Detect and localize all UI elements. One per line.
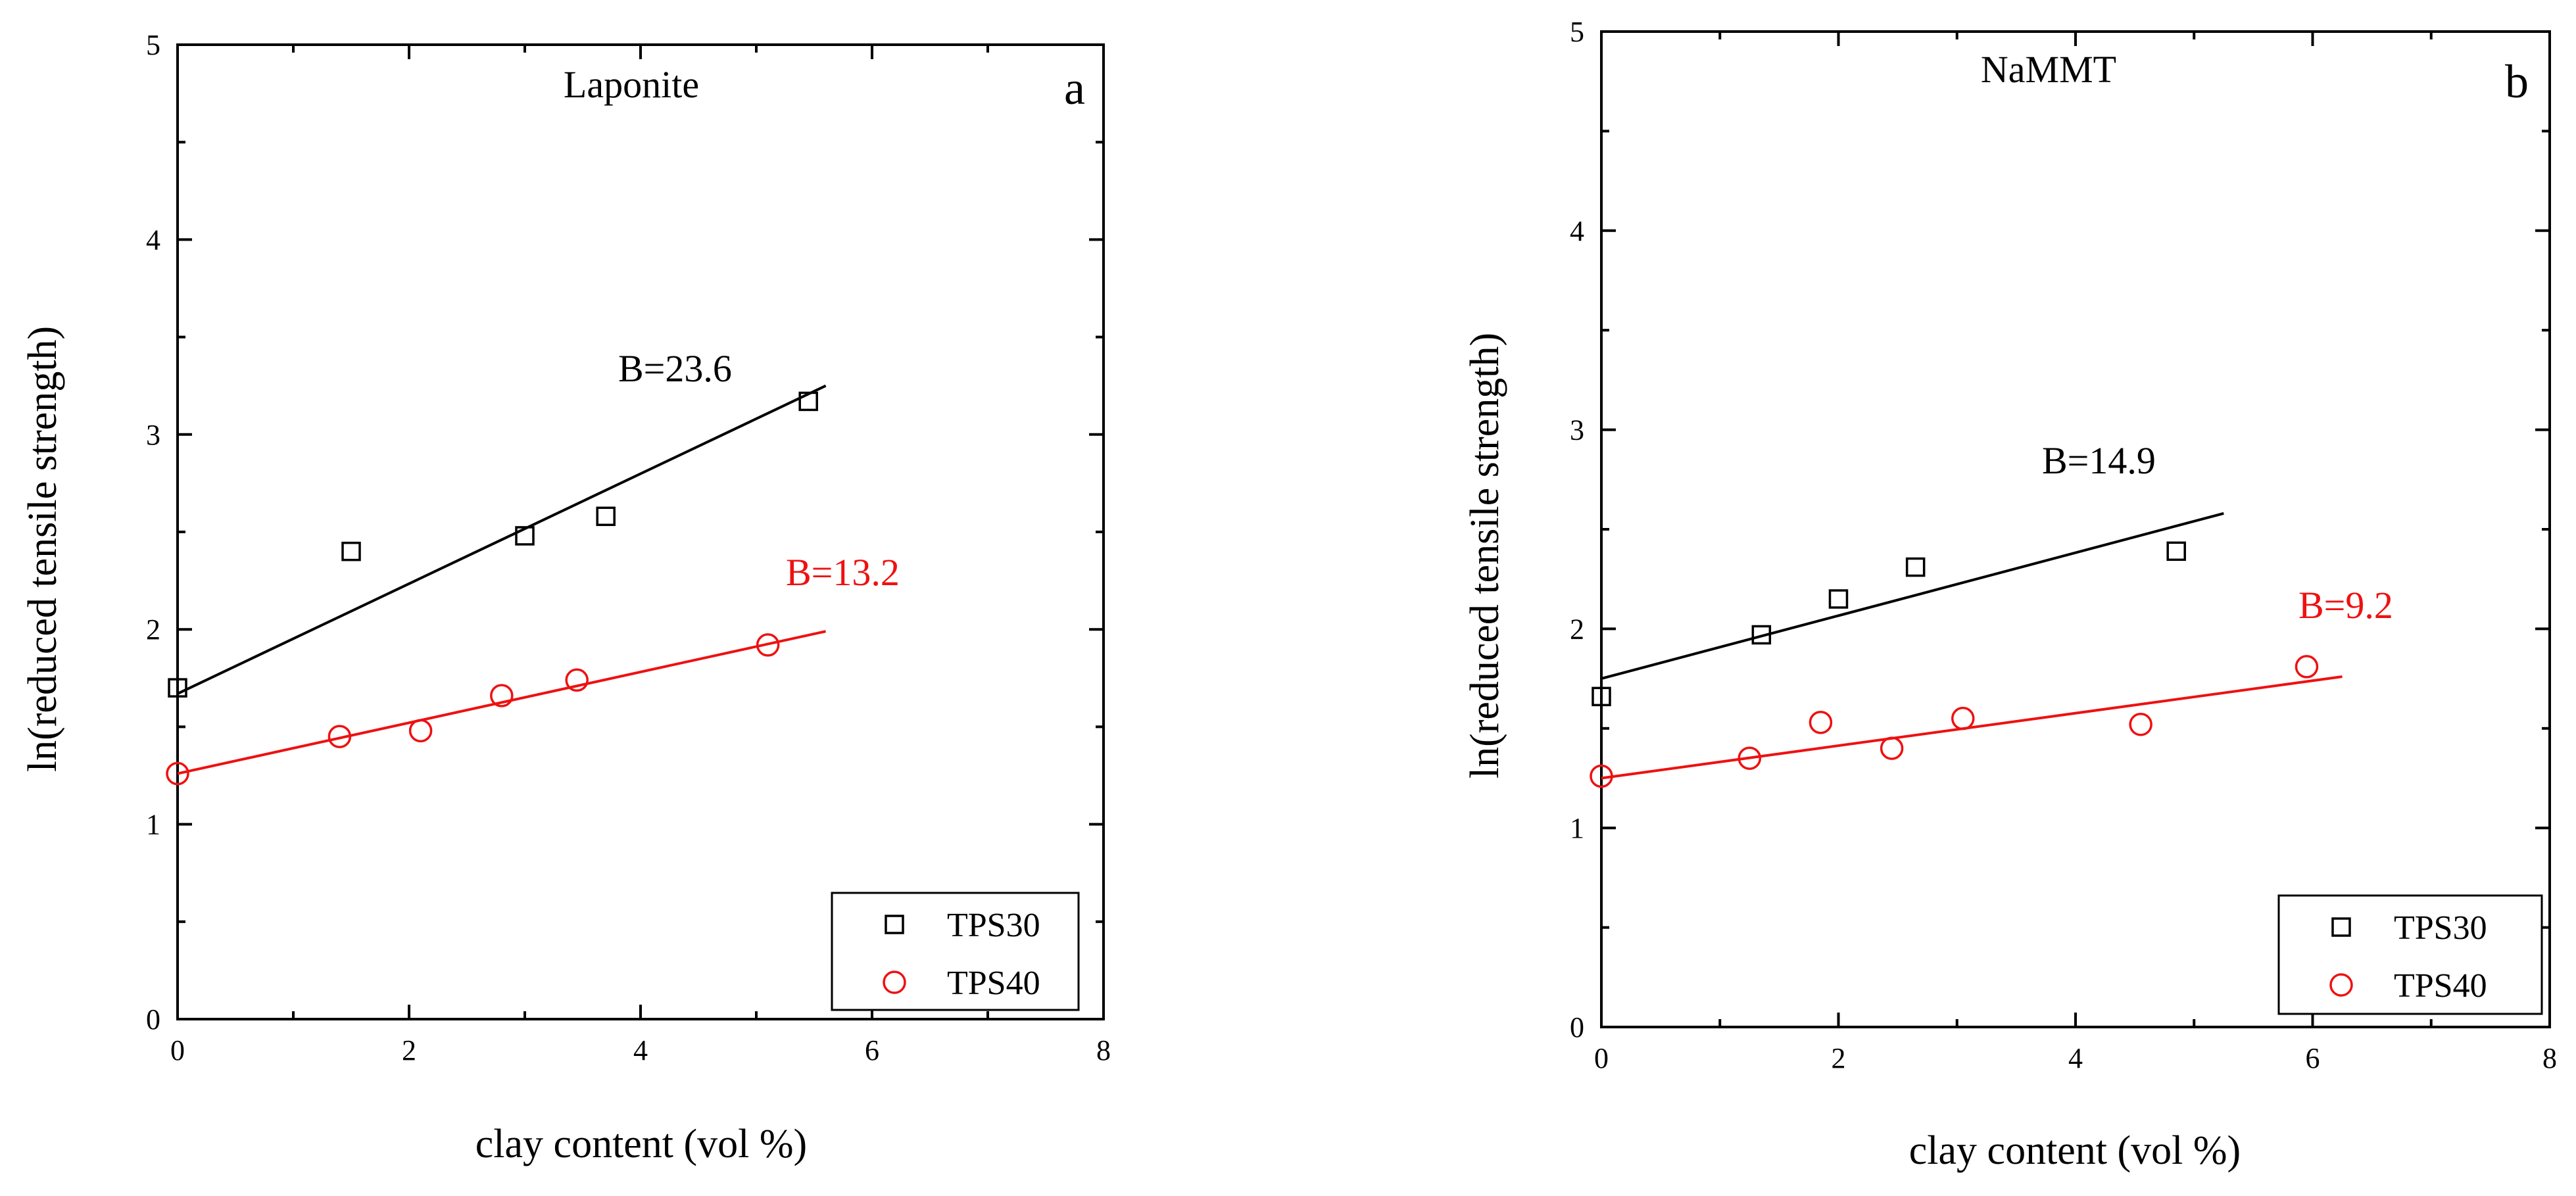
data-point-circle [1590, 764, 1613, 788]
x-tick-label: 2 [1832, 1042, 1846, 1074]
data-point-square [798, 391, 818, 412]
legend-marker-circle [2329, 973, 2353, 997]
legend: TPS30 TPS40 [831, 892, 1080, 1011]
data-point-square [341, 541, 361, 562]
y-tick-label: 3 [146, 419, 160, 451]
data-point-circle [1880, 736, 1904, 760]
fit-line [1601, 675, 2343, 780]
data-point-circle [408, 719, 433, 743]
legend-box [831, 892, 1080, 1011]
legend-marker-square [885, 915, 904, 934]
series-tps30: B=23.6 [168, 347, 827, 698]
legend-marker-circle [883, 970, 906, 994]
fit-line [1601, 512, 2224, 681]
panel-letter: b [2505, 55, 2529, 108]
data-point-circle [166, 761, 189, 786]
legend-box [2277, 894, 2543, 1015]
y-tick-label: 5 [1570, 16, 1584, 48]
x-axis-title: clay content (vol %) [475, 1122, 807, 1166]
data-point-square [2166, 541, 2186, 562]
y-tick-label: 4 [1570, 215, 1584, 247]
data-point-square [1751, 625, 1772, 645]
data-point-circle [756, 633, 780, 657]
series-tps30: B=14.9 [1592, 439, 2224, 707]
fit-line [177, 630, 827, 775]
data-point-circle [328, 725, 352, 748]
slope-annotation: B=14.9 [2042, 439, 2156, 482]
x-tick-label: 2 [402, 1034, 416, 1066]
legend-marker-square [2331, 917, 2351, 937]
legend-label: TPS40 [947, 965, 1040, 1002]
x-tick-label: 4 [633, 1034, 648, 1066]
series-tps40: B=13.2 [166, 551, 900, 786]
legend-label: TPS30 [2394, 909, 2487, 947]
data-point-square [168, 678, 187, 698]
y-tick-label: 0 [1570, 1011, 1584, 1043]
data-point-square [1592, 686, 1611, 707]
x-tick-label: 6 [865, 1034, 879, 1066]
plot-frame [1600, 30, 2551, 1028]
slope-annotation: B=9.2 [2298, 584, 2393, 627]
y-tick-label: 1 [1570, 812, 1584, 844]
x-tick-label: 0 [1594, 1042, 1609, 1074]
plot-frame [176, 43, 1105, 1020]
x-tick-label: 4 [2068, 1042, 2083, 1074]
x-tick-label: 6 [2306, 1042, 2320, 1074]
y-tick-label: 2 [1570, 613, 1584, 645]
slope-annotation: B=23.6 [618, 347, 732, 390]
y-tick-label: 4 [146, 224, 160, 256]
x-tick-label: 8 [1096, 1034, 1111, 1066]
panel-title: Laponite [564, 63, 699, 106]
data-point-circle [1809, 710, 1833, 734]
legend: TPS30 TPS40 [2277, 894, 2543, 1015]
y-tick-label: 5 [146, 29, 160, 61]
y-tick-label: 3 [1570, 414, 1584, 446]
data-point-circle [1951, 706, 1975, 730]
data-point-square [1905, 557, 1926, 577]
slope-annotation: B=13.2 [786, 551, 900, 594]
panel-b: 0 2 4 6 8 0 1 2 3 4 5 clay content (vol %) ln(reduce… [1463, 16, 2557, 1173]
panel-letter: a [1064, 62, 1085, 114]
y-axis-title: ln(reduced tensile strength) [20, 326, 65, 772]
data-point-circle [565, 668, 589, 692]
y-tick-label: 1 [146, 809, 160, 841]
data-point-square [515, 526, 535, 546]
data-point-circle [1738, 746, 1762, 770]
data-point-square [1828, 589, 1849, 609]
series-tps40: B=9.2 [1590, 584, 2393, 788]
data-point-square [596, 506, 616, 527]
data-point-circle [490, 684, 514, 707]
panel-a: 0 2 4 6 8 0 1 2 3 4 5 clay content (vol %) ln(reduce… [20, 29, 1111, 1166]
panel-title: NaMMT [1981, 48, 2116, 91]
x-tick-label: 0 [170, 1034, 185, 1066]
y-tick-label: 0 [146, 1003, 160, 1036]
y-tick-label: 2 [146, 613, 160, 646]
data-point-circle [2295, 655, 2319, 679]
data-point-circle [2129, 712, 2152, 736]
y-axis-title: ln(reduced tensile strength) [1463, 333, 1507, 778]
fit-line [177, 384, 827, 695]
legend-label: TPS30 [947, 907, 1040, 944]
x-tick-label: 8 [2542, 1042, 2557, 1074]
legend-label: TPS40 [2394, 967, 2487, 1005]
x-axis-title: clay content (vol %) [1909, 1128, 2241, 1173]
